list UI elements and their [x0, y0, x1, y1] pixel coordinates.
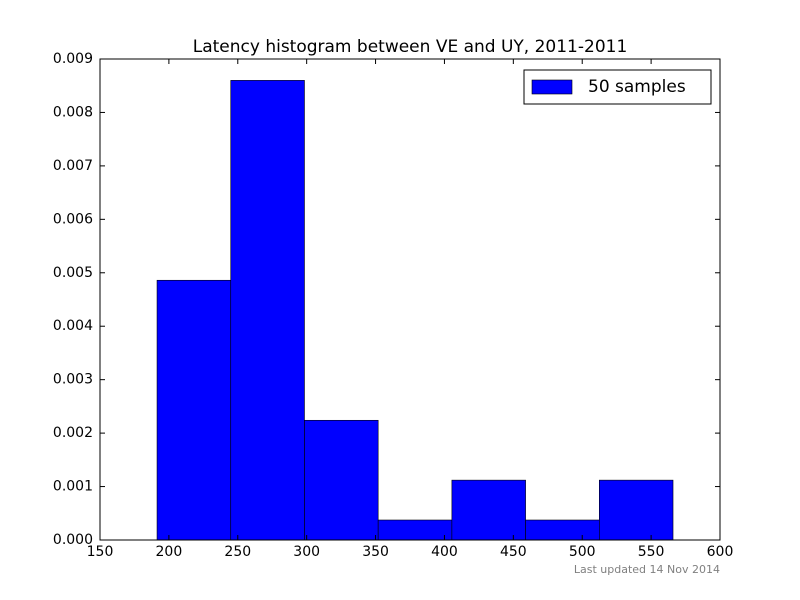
x-tick-label: 300 — [293, 544, 320, 560]
legend-swatch — [531, 79, 573, 95]
y-tick-label: 0.001 — [53, 479, 93, 495]
x-tick-label: 600 — [707, 544, 734, 560]
y-tick-label: 0.002 — [53, 425, 93, 441]
footer-note: Last updated 14 Nov 2014 — [574, 563, 720, 576]
plot-frame — [99, 58, 721, 541]
bar — [377, 519, 453, 541]
x-tick-label: 500 — [569, 544, 596, 560]
x-tick-label: 450 — [500, 544, 527, 560]
bar — [156, 279, 232, 541]
bar — [525, 519, 600, 541]
x-tick-label: 550 — [638, 544, 665, 560]
x-tick-label: 400 — [431, 544, 458, 560]
bar — [451, 479, 526, 541]
y-tick-label: 0.005 — [53, 265, 93, 281]
bar — [230, 80, 305, 541]
bar — [304, 419, 379, 541]
y-tick-label: 0.004 — [53, 318, 93, 334]
y-tick-label: 0.007 — [53, 158, 93, 174]
y-tick-label: 0.003 — [53, 372, 93, 388]
x-tick-label: 200 — [156, 544, 183, 560]
y-tick-label: 0.006 — [53, 211, 93, 227]
x-tick-label: 150 — [87, 544, 114, 560]
legend-label: 50 samples — [588, 77, 686, 97]
y-tick-label: 0.000 — [53, 532, 93, 548]
bar — [599, 479, 674, 541]
chart-title: Latency histogram between VE and UY, 201… — [193, 37, 628, 57]
x-tick-label: 350 — [362, 544, 389, 560]
y-tick-label: 0.009 — [53, 51, 93, 67]
x-tick-label: 250 — [224, 544, 251, 560]
y-tick-label: 0.008 — [53, 104, 93, 120]
